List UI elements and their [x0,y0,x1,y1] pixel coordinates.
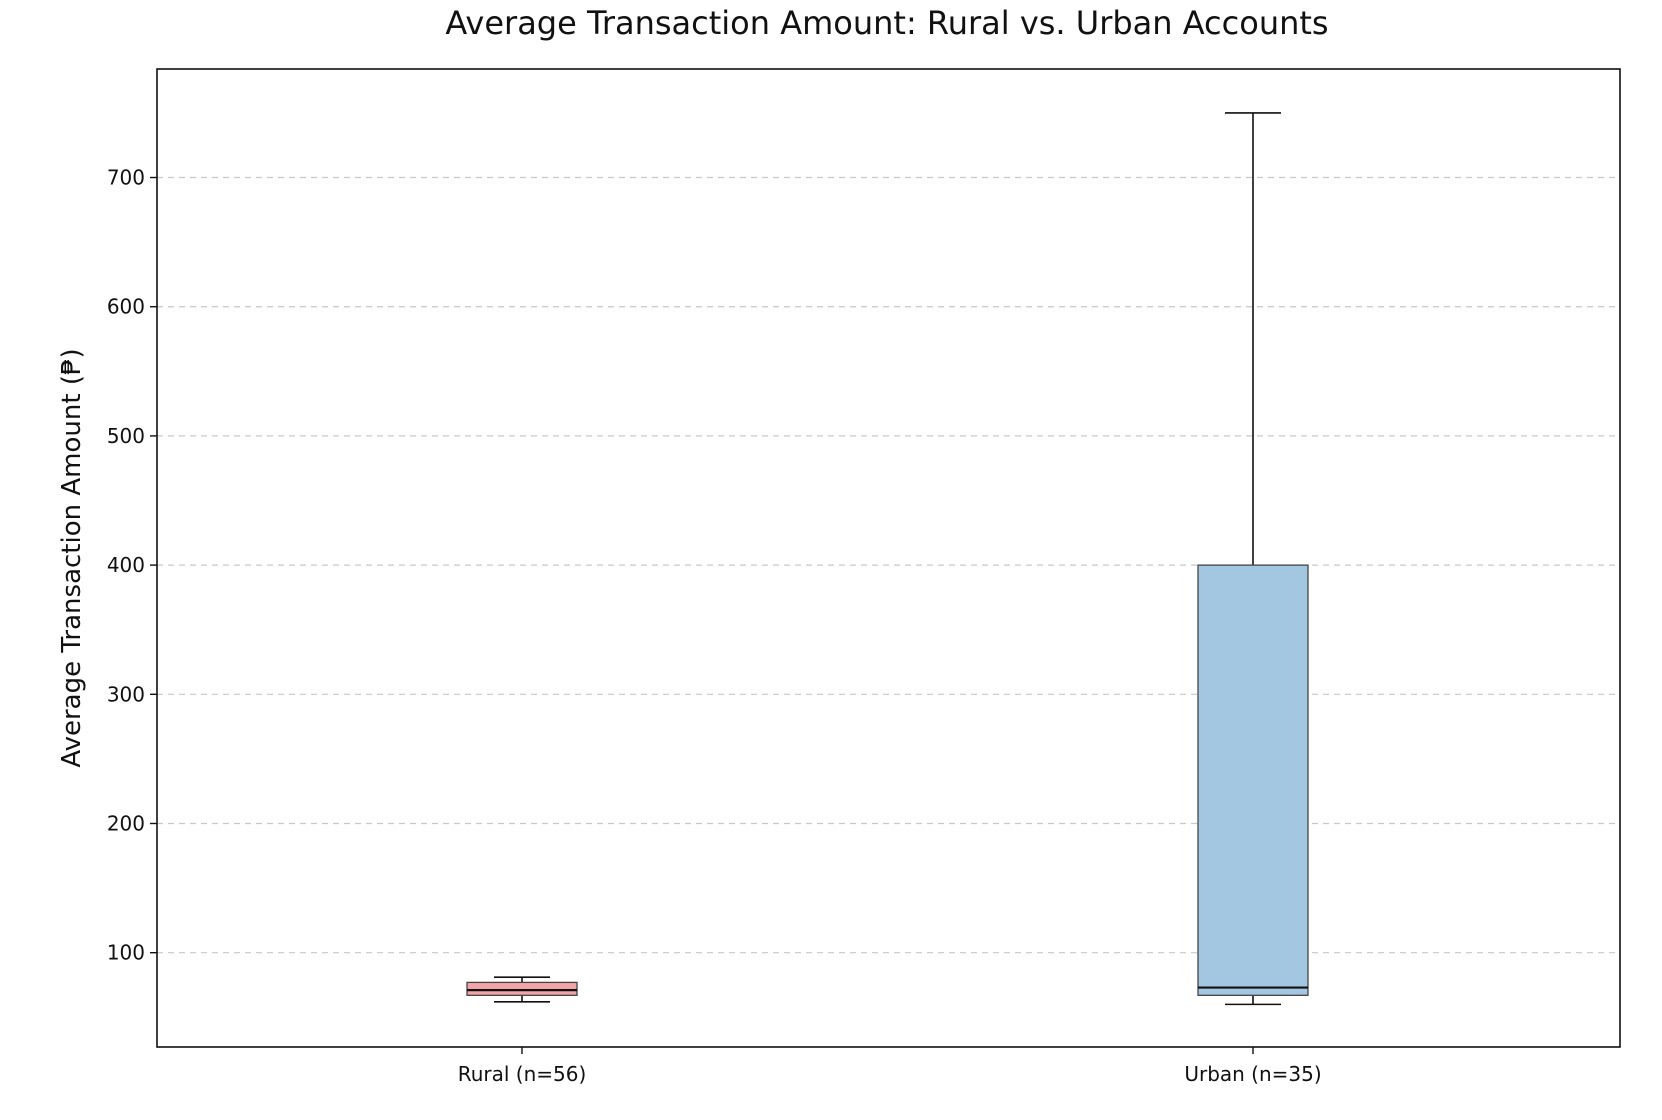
y-tick-label: 100 [107,941,145,965]
interquartile-box [1197,564,1309,996]
box-series [466,112,1309,1006]
interquartile-box [466,981,578,996]
plot-area-frame [156,68,1621,1048]
x-tick-label: Rural (n=56) [458,1062,587,1086]
y-tick-label: 400 [107,553,145,577]
y-axis-ticks: 100 200 300 400 500 600 700 [107,166,157,965]
chart-title: Average Transaction Amount: Rural vs. Ur… [445,4,1328,42]
box-group [466,976,578,1003]
y-tick-label: 500 [107,424,145,448]
y-tick-label: 200 [107,811,145,835]
y-tick-label: 700 [107,166,145,190]
box-group [1197,112,1309,1006]
grid-lines [157,176,1620,954]
y-tick-label: 300 [107,682,145,706]
x-axis-ticks: Rural (n=56) Urban (n=35) [458,1047,1322,1086]
y-axis-label: Average Transaction Amount (₱) [57,348,87,767]
y-tick-label: 600 [107,295,145,319]
x-tick-label: Urban (n=35) [1184,1062,1321,1086]
